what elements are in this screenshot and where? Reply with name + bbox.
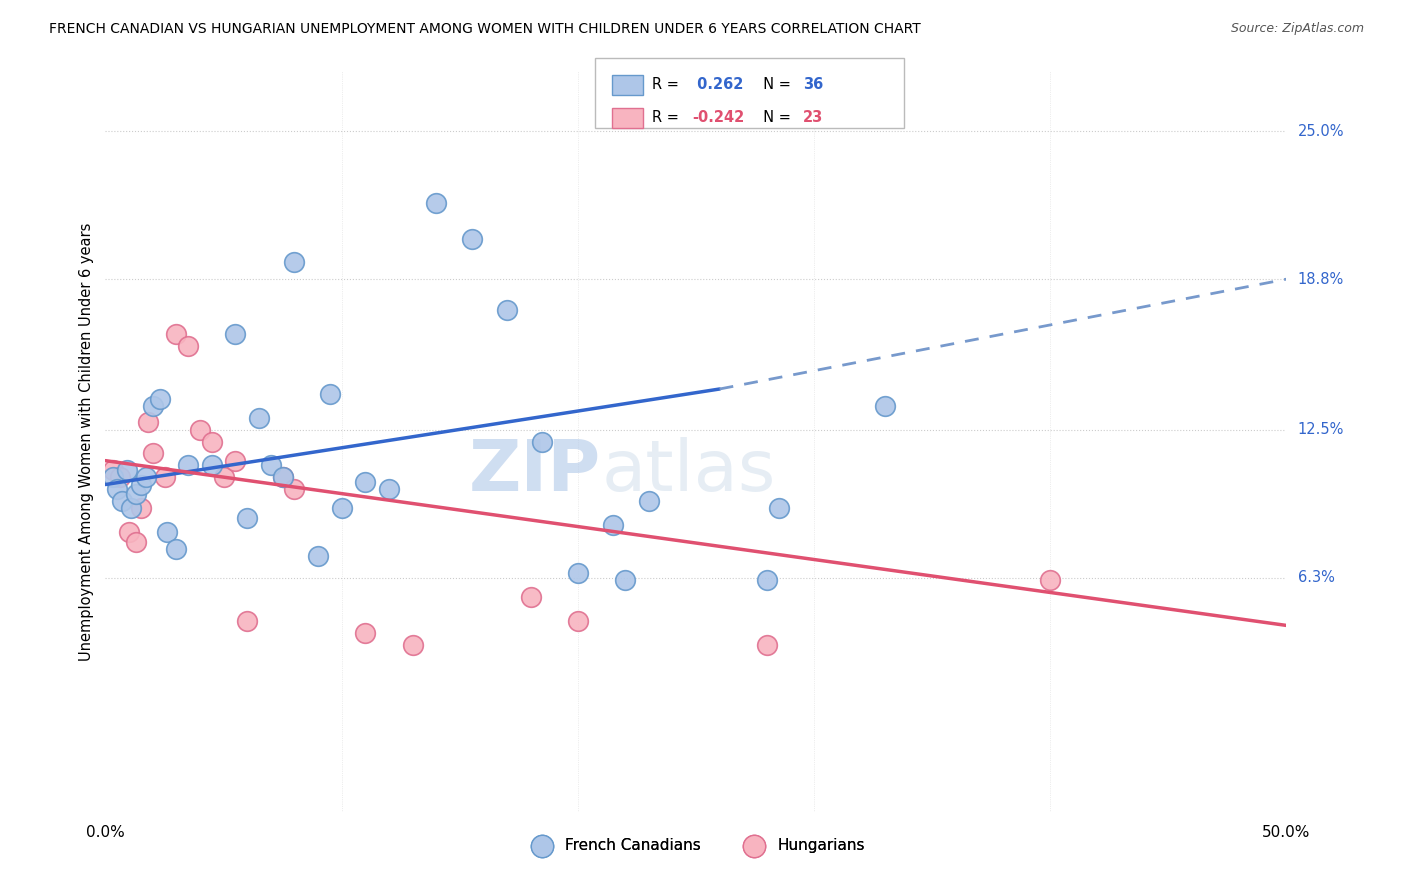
Point [401,638,423,652]
Point [567,566,589,580]
Point [260,458,283,473]
Point [142,446,165,460]
Point [201,434,224,449]
Point [496,303,519,318]
Point [165,327,187,342]
Text: R =: R = [652,78,683,92]
Point [460,231,482,245]
Text: N =: N = [754,78,796,92]
Point [135,470,157,484]
Point [120,501,142,516]
Point [165,541,187,556]
Point [354,475,377,490]
Point [271,470,294,484]
Point [283,483,305,497]
Text: 18.8%: 18.8% [1298,272,1344,286]
Text: 36: 36 [803,78,823,92]
Point [201,458,224,473]
Point [519,590,541,604]
Point [153,470,176,484]
Point [156,525,179,540]
Text: R =: R = [652,111,683,125]
Point [283,255,305,269]
Point [101,470,124,484]
Point [319,386,342,401]
Point [614,573,637,587]
Point [129,477,152,491]
Point [567,614,589,628]
Text: FRENCH CANADIAN VS HUNGARIAN UNEMPLOYMENT AMONG WOMEN WITH CHILDREN UNDER 6 YEAR: FRENCH CANADIAN VS HUNGARIAN UNEMPLOYMEN… [49,22,921,37]
Text: 25.0%: 25.0% [1298,124,1344,138]
Point [224,453,246,467]
Point [531,434,554,449]
Point [105,483,128,497]
Point [271,470,294,484]
Point [142,399,165,413]
Point [111,494,134,508]
Point [149,392,172,406]
Point [307,549,329,564]
Point [236,614,259,628]
Text: Source: ZipAtlas.com: Source: ZipAtlas.com [1230,22,1364,36]
Point [755,638,778,652]
Point [125,534,148,549]
Point [768,501,790,516]
Point [637,494,659,508]
Text: atlas: atlas [602,437,776,506]
Point [425,195,447,210]
Text: -0.242: -0.242 [692,111,744,125]
Point [1039,573,1062,587]
Y-axis label: Unemployment Among Women with Children Under 6 years: Unemployment Among Women with Children U… [79,222,94,661]
Point [873,399,896,413]
Text: 0.262: 0.262 [692,78,744,92]
Point [188,423,211,437]
Point [101,463,124,477]
Point [247,410,270,425]
Point [755,573,778,587]
Point [602,518,624,533]
Text: 12.5%: 12.5% [1298,422,1344,437]
Text: 23: 23 [803,111,823,125]
Point [177,458,200,473]
Point [108,470,131,484]
Legend: French Canadians, Hungarians: French Canadians, Hungarians [522,832,870,860]
Point [129,501,152,516]
Text: N =: N = [754,111,796,125]
Point [378,483,401,497]
Text: 6.3%: 6.3% [1298,570,1334,585]
Point [330,501,353,516]
Point [236,511,259,525]
Point [136,416,159,430]
Point [118,525,141,540]
Point [177,339,200,353]
Text: ZIP: ZIP [470,437,602,506]
Point [115,463,138,477]
Point [354,625,377,640]
Point [125,487,148,501]
Point [224,327,246,342]
Point [212,470,235,484]
